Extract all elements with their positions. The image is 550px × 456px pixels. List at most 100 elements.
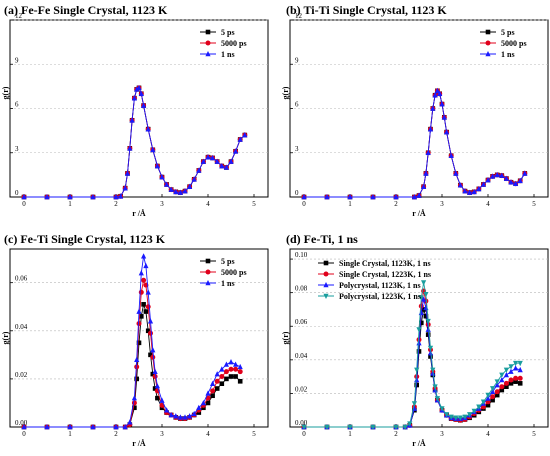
data-point: [122, 185, 128, 191]
data-point: [148, 330, 153, 336]
x-tick-label: 1: [348, 200, 352, 208]
legend-label: 5000 ps: [221, 268, 247, 277]
data-point: [416, 340, 422, 346]
data-point: [141, 253, 147, 259]
y-tick-label: 12: [295, 12, 303, 20]
data-point: [467, 412, 473, 418]
data-point: [200, 158, 206, 164]
legend-label: 1 ns: [501, 50, 515, 59]
data-point: [411, 194, 417, 200]
data-point: [44, 424, 50, 430]
data-point: [471, 188, 477, 195]
data-point: [187, 413, 193, 419]
data-point: [205, 400, 211, 406]
data-point: [513, 360, 519, 367]
data-point: [152, 368, 158, 374]
data-point: [423, 292, 429, 298]
data-point: [141, 102, 147, 108]
x-tick-label: 1: [68, 200, 72, 208]
y-tick-label: 3: [295, 145, 299, 153]
data-point: [324, 194, 330, 200]
y-tick-label: 0.06: [295, 318, 308, 326]
data-point: [152, 386, 158, 391]
y-tick-label: 0.04: [295, 352, 308, 360]
legend-marker: [485, 40, 491, 46]
data-point: [138, 90, 144, 97]
x-axis-label: r /Å: [132, 439, 146, 448]
data-point: [432, 92, 438, 98]
x-tick-label: 5: [252, 200, 256, 208]
data-point: [210, 154, 216, 161]
data-point: [138, 289, 144, 295]
x-tick-label: 0: [22, 430, 26, 438]
data-point: [513, 375, 519, 381]
data-point: [425, 149, 431, 156]
data-point: [476, 185, 482, 192]
data-point: [127, 145, 133, 151]
data-point: [430, 367, 436, 373]
data-point: [223, 369, 229, 375]
data-point: [141, 277, 147, 283]
series-polycrystal-1223k-1-ns: [301, 280, 523, 430]
data-point: [444, 129, 450, 135]
x-tick-label: 2: [114, 200, 118, 208]
data-point: [141, 302, 146, 307]
data-point: [419, 320, 424, 326]
data-point: [228, 366, 234, 372]
data-point: [485, 402, 491, 408]
data-point: [448, 414, 454, 420]
data-point: [159, 397, 165, 403]
data-point: [517, 381, 523, 386]
data-point: [150, 146, 156, 153]
series-1-ns: [21, 253, 243, 430]
data-point: [416, 327, 422, 333]
series-1-ns: [301, 87, 528, 200]
data-point: [432, 384, 438, 390]
x-tick-label: 4: [486, 430, 490, 438]
data-point: [485, 392, 491, 399]
y-tick-label: 0.04: [15, 323, 28, 331]
data-point: [434, 396, 440, 402]
legend: 5 ps 5000 ps 1 ns: [480, 28, 527, 59]
data-point: [467, 189, 473, 195]
data-point: [522, 170, 528, 176]
series-1-ns: [21, 84, 248, 200]
data-point: [191, 176, 197, 182]
data-point: [421, 183, 427, 189]
data-point: [219, 381, 225, 387]
data-point: [485, 177, 491, 183]
data-point: [414, 376, 420, 383]
data-point: [508, 179, 514, 185]
data-point: [513, 365, 519, 371]
data-point: [131, 400, 137, 406]
x-tick-label: 4: [486, 200, 490, 208]
panel-title: (d) Fe-Ti, 1 ns: [286, 232, 358, 246]
x-tick-label: 3: [440, 430, 444, 438]
data-point: [118, 193, 124, 199]
x-tick-label: 3: [440, 200, 444, 208]
chart-panel-c: 0.00 0.02 0.04 0.06 0 1 2 3 4 5 r /Å g(r) (c) Fe-Ti …: [1, 232, 269, 448]
data-point: [503, 371, 509, 378]
data-point: [439, 101, 445, 107]
y-tick-label: 12: [15, 12, 23, 20]
data-point: [347, 194, 353, 200]
panel-title: (b) Ti-Ti Single Crystal, 1123 K: [286, 3, 447, 17]
data-point: [444, 412, 450, 418]
x-axis-label: r /Å: [412, 209, 426, 218]
legend-label: 5000 ps: [221, 39, 247, 48]
data-point: [136, 321, 142, 327]
x-tick-label: 2: [394, 430, 398, 438]
data-point: [423, 170, 429, 176]
data-point: [143, 309, 149, 314]
data-point: [427, 126, 434, 132]
x-tick-label: 0: [302, 200, 306, 208]
x-axis-label: r /Å: [132, 209, 146, 218]
y-tick-label: 0.02: [15, 371, 28, 379]
legend-marker: [205, 280, 211, 286]
data-point: [210, 388, 216, 394]
legend-label: Single Crystal, 1223K, 1 ns: [339, 270, 431, 279]
data-point: [219, 366, 225, 372]
data-point: [237, 136, 243, 142]
y-tick-label: 0.02: [295, 385, 308, 393]
